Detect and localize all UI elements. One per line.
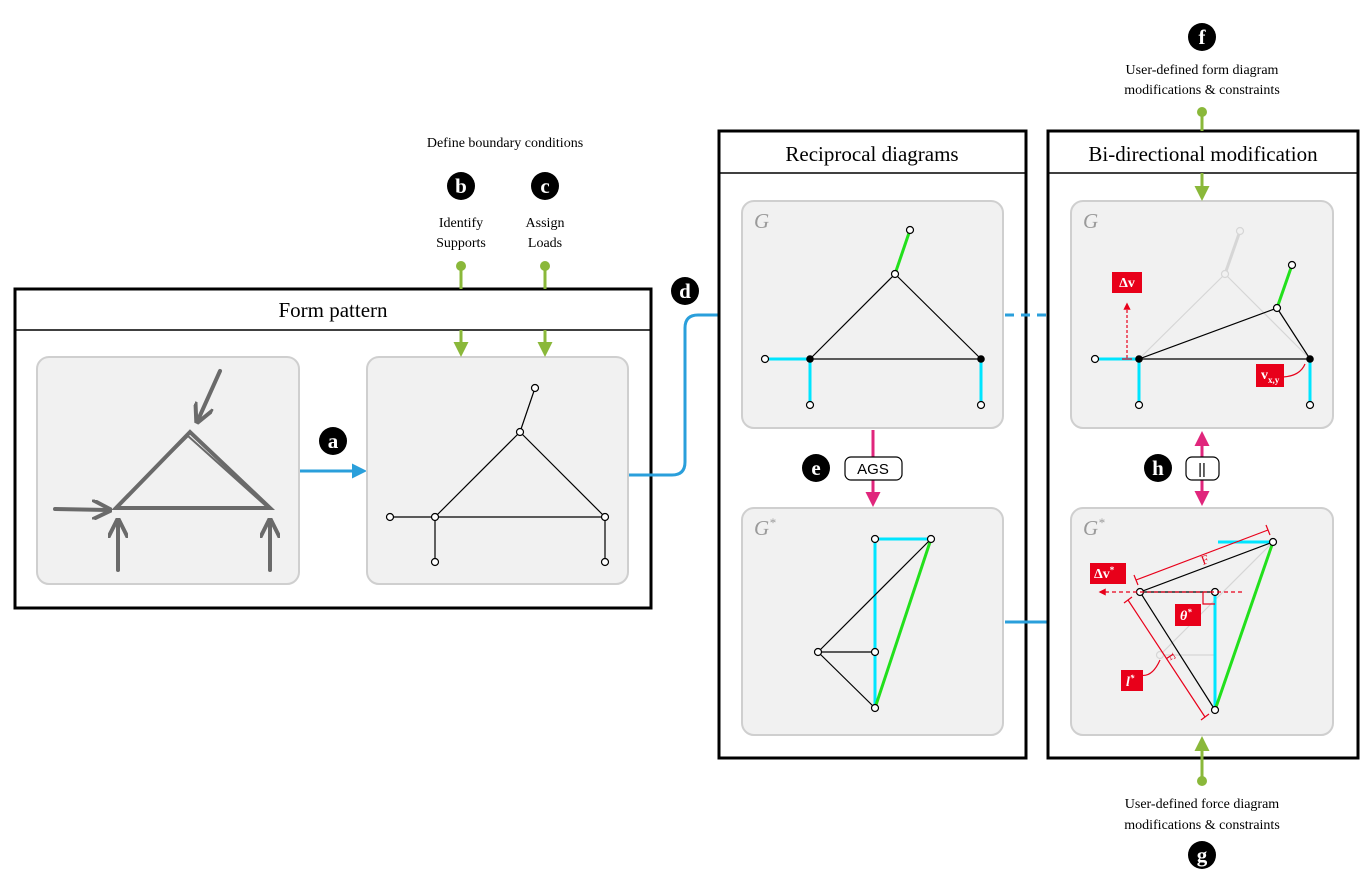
parallel-tag	[1185, 456, 1220, 481]
form-label-g: G	[754, 209, 769, 233]
badge-c: c	[540, 174, 549, 198]
form-graph-g	[760, 225, 986, 410]
force-constraints-line2: modifications & constraints	[1124, 818, 1280, 833]
delta-v-star-tag	[1090, 563, 1126, 584]
identify-label-2: Supports	[436, 236, 486, 251]
form-diagram-panel	[366, 356, 629, 585]
theta-star-tag	[1175, 604, 1201, 626]
assign-label-2: Loads	[528, 236, 562, 251]
modified-form-panel	[1070, 200, 1334, 429]
form-pattern-title: Form pattern	[278, 298, 388, 322]
sketch-panel	[36, 356, 300, 585]
badge-g: g	[1197, 843, 1208, 867]
modified-force-panel	[1070, 507, 1334, 736]
badge-h: h	[1152, 456, 1164, 480]
form-constraints: f User-defined form diagram modification…	[1124, 23, 1280, 201]
delta-v-label: Δv	[1119, 276, 1135, 291]
l-star-tag	[1121, 670, 1143, 691]
badge-d: d	[679, 279, 691, 303]
ags-label: AGS	[857, 461, 889, 478]
force-annotations	[1098, 524, 1271, 721]
force-graph-gstar	[813, 534, 936, 713]
f-label-top: F	[1199, 551, 1211, 568]
reciprocal-title: Reciprocal diagrams	[785, 142, 958, 166]
reciprocal-form-panel	[741, 200, 1004, 429]
delta-v-star-label: Δv*	[1094, 565, 1115, 582]
reciprocal-force-panel	[741, 507, 1004, 736]
form-constraints-line2: modifications & constraints	[1124, 83, 1280, 98]
bidirectional-box: Bi-directional modification G	[1046, 129, 1360, 760]
badge-e: e	[811, 456, 820, 480]
form-constraints-line1: User-defined form diagram	[1126, 63, 1279, 78]
parallel-label: ||	[1198, 461, 1206, 478]
initial-form-graph	[385, 383, 610, 567]
l-star-label: l*	[1126, 673, 1135, 690]
force-constraints-line1: User-defined force diagram	[1125, 797, 1280, 812]
connector-d: d	[629, 277, 740, 477]
badge-f: f	[1199, 25, 1207, 49]
assign-label-1: Assign	[526, 216, 565, 231]
form-pattern-box: Form pattern a	[13, 287, 653, 610]
ags-tag	[844, 456, 903, 481]
boundary-conditions: Define boundary conditions b c Identify …	[427, 136, 583, 357]
vxy-tag	[1256, 364, 1284, 387]
vxy-label: vx,y	[1261, 368, 1280, 385]
force-constraints: User-defined force diagram modifications…	[1124, 736, 1280, 869]
force-label-g: G*	[754, 515, 776, 540]
badge-a: a	[328, 429, 339, 453]
identify-label-1: Identify	[439, 216, 483, 231]
reciprocal-box: Reciprocal diagrams G e	[717, 129, 1028, 760]
hand-sketch	[53, 369, 270, 572]
boundary-heading: Define boundary conditions	[427, 136, 583, 151]
badge-b: b	[455, 174, 467, 198]
modified-force-label-g: G*	[1083, 515, 1105, 540]
theta-star-label: θ*	[1180, 607, 1192, 624]
delta-v-tag	[1112, 272, 1142, 293]
bidirectional-title: Bi-directional modification	[1088, 142, 1318, 166]
modified-form-label-g: G	[1083, 209, 1098, 233]
